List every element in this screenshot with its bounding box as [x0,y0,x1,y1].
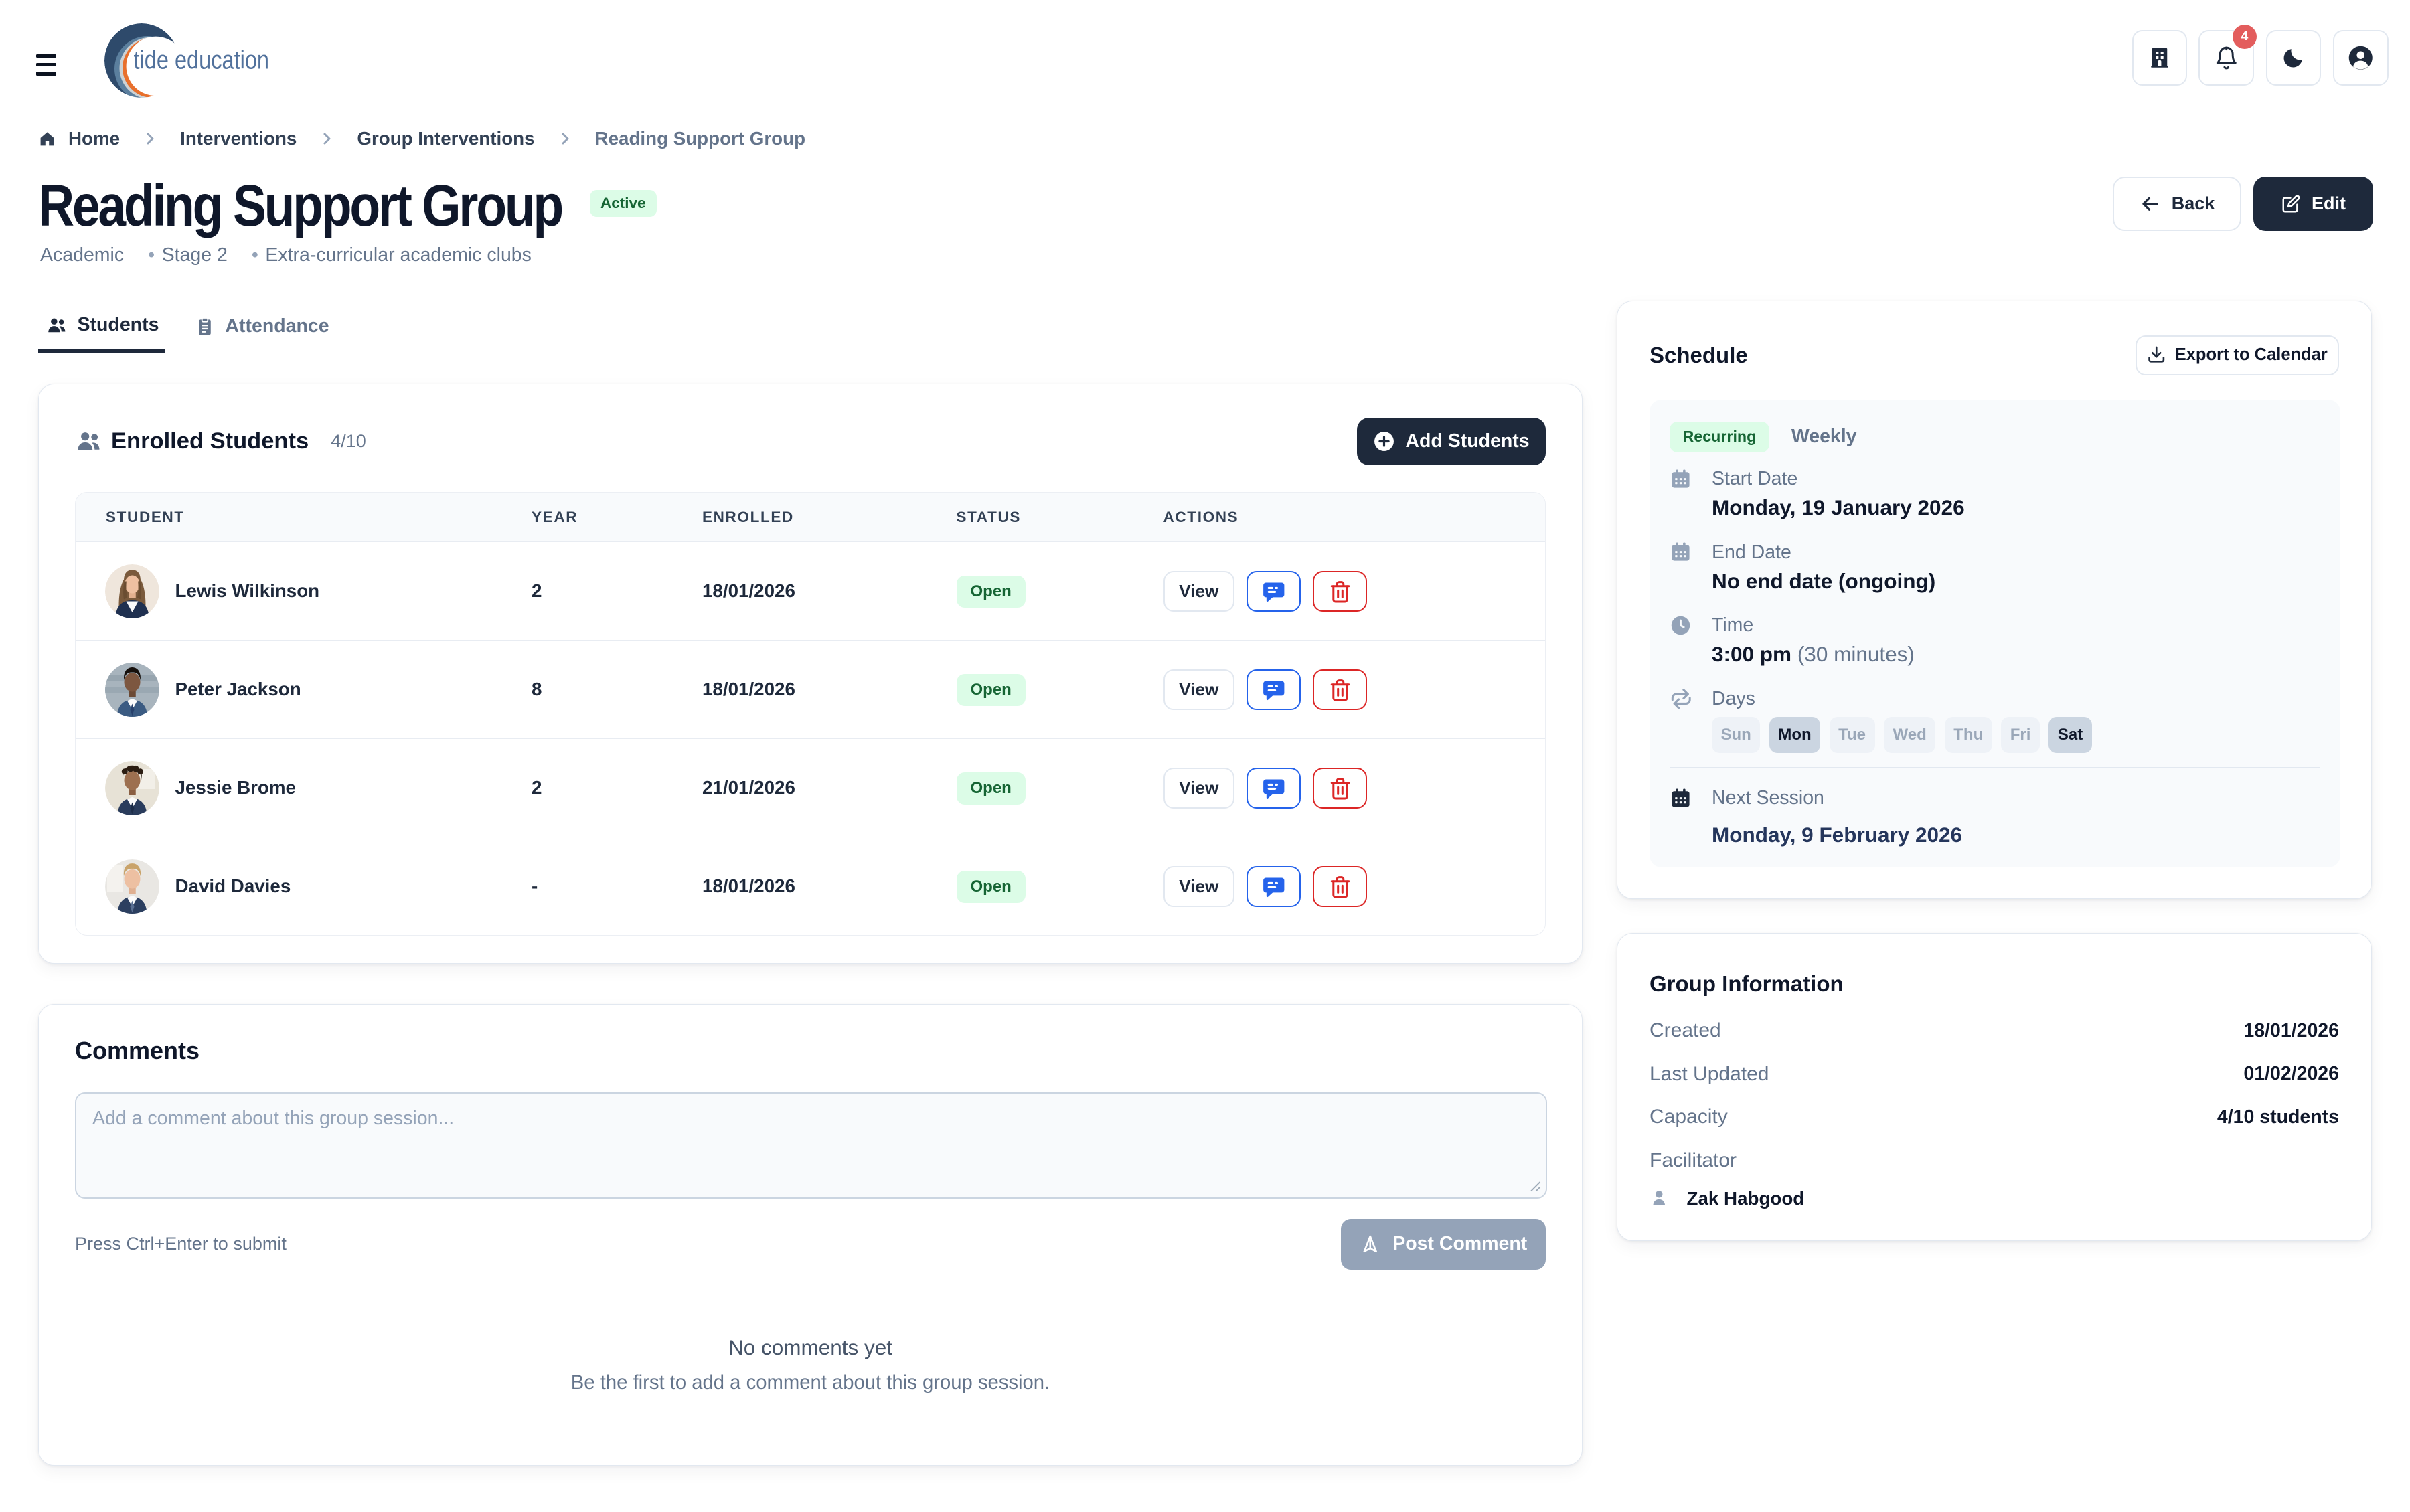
svg-text:tide education: tide education [134,46,270,74]
